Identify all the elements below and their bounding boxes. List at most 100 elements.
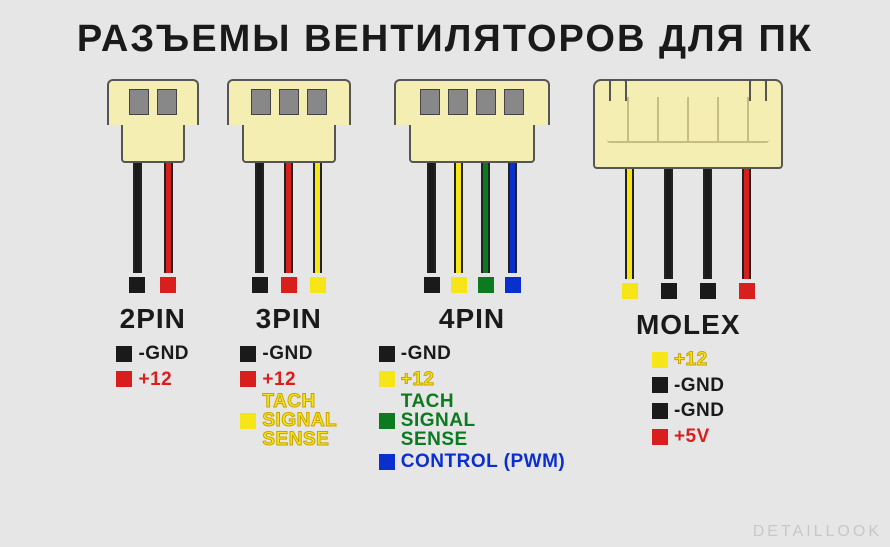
legend: -GND+12 (116, 341, 189, 392)
legend-text: -GND (674, 373, 725, 399)
wires (133, 163, 173, 273)
wire-ends (622, 283, 755, 299)
wire-black (255, 163, 264, 273)
wire-black (664, 169, 673, 279)
molex-slot (747, 97, 749, 141)
pin-slot (251, 89, 271, 115)
legend-text: +12 (401, 367, 435, 393)
end-square (424, 277, 440, 293)
legend-square (652, 377, 668, 393)
plug-molex (593, 79, 783, 169)
plug-body (107, 79, 199, 125)
molex-slot (627, 97, 629, 141)
wire-ends (424, 277, 521, 293)
plug-neck (242, 125, 336, 163)
legend-square (240, 346, 256, 362)
legend-square (240, 413, 256, 429)
pin-slot (504, 89, 524, 115)
legend-square (240, 371, 256, 387)
legend-row: +12 (116, 367, 189, 393)
plug-2pin (107, 79, 199, 163)
connector-title: MOLEX (636, 309, 741, 341)
wires (255, 163, 322, 273)
molex-body (593, 79, 783, 169)
legend: +12-GND-GND+5V (652, 347, 725, 450)
connector-2pin: 2PIN -GND+12 (107, 79, 199, 475)
legend-row: -GND (240, 341, 337, 367)
end-square (310, 277, 326, 293)
legend-text: -GND (262, 341, 313, 367)
connector-molex: MOLEX+12-GND-GND+5V (593, 79, 783, 475)
legend-text: +12 (674, 347, 708, 373)
legend-row: CONTROL (PWM) (379, 449, 565, 475)
connector-title: 3PIN (256, 303, 322, 335)
legend-row: +12 (240, 367, 337, 393)
legend-square (652, 429, 668, 445)
pin-slot (157, 89, 177, 115)
legend-square (379, 371, 395, 387)
pin-slot (307, 89, 327, 115)
legend-square (652, 352, 668, 368)
plug-body (227, 79, 351, 125)
end-square (451, 277, 467, 293)
end-square (739, 283, 755, 299)
connector-3pin: 3PIN -GND+12TACHSIGNALSENSE (227, 79, 351, 475)
legend-square (379, 346, 395, 362)
legend: -GND+12TACHSIGNALSENSECONTROL (PWM) (379, 341, 565, 475)
wire-ends (252, 277, 326, 293)
connectors-row: 2PIN-GND+123PIN-GND+12TACHSIGNALSENSE4PI… (0, 79, 890, 475)
legend-row: +12 (379, 367, 565, 393)
wire-yellow (454, 163, 463, 273)
legend-row: -GND (116, 341, 189, 367)
molex-slot (657, 97, 659, 141)
wire-black (703, 169, 712, 279)
legend-row: +12 (652, 347, 725, 373)
molex-slot (717, 97, 719, 141)
legend-text: +12 (138, 367, 172, 393)
legend-row: -GND (652, 373, 725, 399)
pin-slot (129, 89, 149, 115)
legend-square (116, 371, 132, 387)
legend-text: TACHSIGNALSENSE (262, 392, 337, 449)
end-square (281, 277, 297, 293)
wire-ends (129, 277, 176, 293)
pin-slot (420, 89, 440, 115)
legend-row: TACHSIGNALSENSE (240, 392, 337, 449)
molex-inner (607, 93, 769, 143)
legend-square (652, 403, 668, 419)
legend-text: TACHSIGNALSENSE (401, 392, 476, 449)
pin-slot (448, 89, 468, 115)
wire-red (284, 163, 293, 273)
end-square (478, 277, 494, 293)
plug-neck (121, 125, 185, 163)
end-square (160, 277, 176, 293)
connector-title: 4PIN (439, 303, 505, 335)
end-square (661, 283, 677, 299)
connector-title: 2PIN (120, 303, 186, 335)
molex-slot (687, 97, 689, 141)
legend-text: +12 (262, 367, 296, 393)
legend-row: -GND (379, 341, 565, 367)
end-square (700, 283, 716, 299)
wires (427, 163, 517, 273)
legend-text: -GND (401, 341, 452, 367)
legend-row: -GND (652, 398, 725, 424)
legend-row: +5V (652, 424, 725, 450)
end-square (252, 277, 268, 293)
wire-black (427, 163, 436, 273)
plug-4pin (394, 79, 550, 163)
end-square (505, 277, 521, 293)
wire-blue (508, 163, 517, 273)
watermark: DETAILLOOK (753, 523, 882, 541)
connector-4pin: 4PIN -GND+12TACHSIGNALSENSECONTROL (PWM) (379, 79, 565, 475)
end-square (622, 283, 638, 299)
end-square (129, 277, 145, 293)
legend-text: CONTROL (PWM) (401, 449, 565, 475)
pin-slot (476, 89, 496, 115)
plug-neck (409, 125, 535, 163)
wire-yellow (313, 163, 322, 273)
wire-yellow (625, 169, 634, 279)
wires (625, 169, 751, 279)
legend: -GND+12TACHSIGNALSENSE (240, 341, 337, 449)
legend-row: TACHSIGNALSENSE (379, 392, 565, 449)
